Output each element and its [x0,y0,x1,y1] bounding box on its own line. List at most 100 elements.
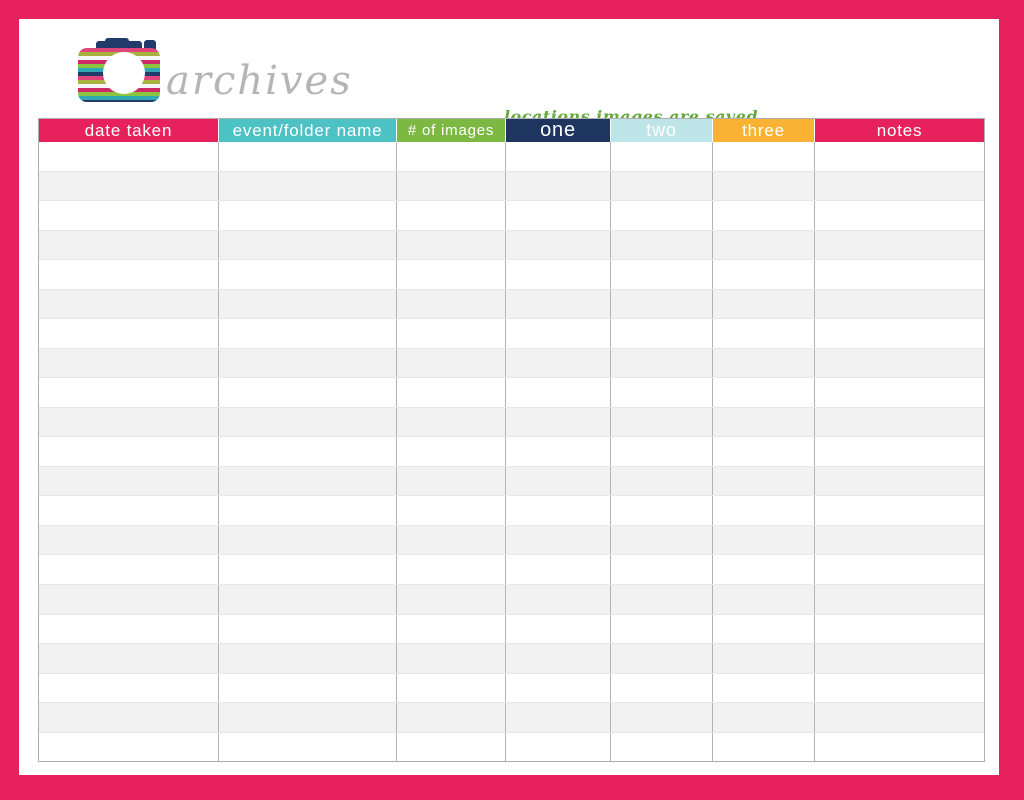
cell-date-taken[interactable] [39,644,219,673]
cell-event-folder-name[interactable] [219,348,397,378]
cell-one[interactable] [506,584,611,614]
cell-num-images[interactable] [397,142,506,171]
cell-event-folder-name[interactable] [219,378,397,407]
cell-two[interactable] [611,732,713,762]
cell-three[interactable] [713,230,815,260]
cell-notes[interactable] [815,585,984,614]
cell-two[interactable] [611,171,713,201]
cell-num-images[interactable] [397,171,506,201]
cell-three[interactable] [713,584,815,614]
cell-three[interactable] [713,703,815,732]
cell-num-images[interactable] [397,260,506,289]
cell-num-images[interactable] [397,348,506,378]
cell-one[interactable] [506,703,611,732]
cell-notes[interactable] [815,408,984,437]
cell-one[interactable] [506,230,611,260]
cell-num-images[interactable] [397,673,506,703]
cell-num-images[interactable] [397,584,506,614]
cell-notes[interactable] [815,142,984,171]
cell-one[interactable] [506,644,611,673]
cell-date-taken[interactable] [39,378,219,407]
cell-notes[interactable] [815,437,984,466]
cell-three[interactable] [713,673,815,703]
cell-event-folder-name[interactable] [219,673,397,703]
cell-num-images[interactable] [397,525,506,555]
cell-one[interactable] [506,201,611,230]
cell-two[interactable] [611,555,713,584]
cell-two[interactable] [611,230,713,260]
cell-one[interactable] [506,319,611,348]
cell-event-folder-name[interactable] [219,555,397,584]
cell-event-folder-name[interactable] [219,230,397,260]
cell-event-folder-name[interactable] [219,584,397,614]
cell-two[interactable] [611,673,713,703]
cell-num-images[interactable] [397,437,506,466]
cell-date-taken[interactable] [39,525,219,555]
cell-date-taken[interactable] [39,437,219,466]
cell-date-taken[interactable] [39,466,219,496]
cell-date-taken[interactable] [39,260,219,289]
cell-one[interactable] [506,289,611,319]
cell-event-folder-name[interactable] [219,703,397,732]
cell-event-folder-name[interactable] [219,201,397,230]
cell-one[interactable] [506,496,611,525]
cell-one[interactable] [506,555,611,584]
cell-num-images[interactable] [397,496,506,525]
cell-notes[interactable] [815,201,984,230]
cell-event-folder-name[interactable] [219,437,397,466]
cell-one[interactable] [506,260,611,289]
cell-num-images[interactable] [397,703,506,732]
cell-three[interactable] [713,614,815,644]
cell-three[interactable] [713,260,815,289]
cell-notes[interactable] [815,526,984,555]
cell-num-images[interactable] [397,466,506,496]
cell-two[interactable] [611,348,713,378]
cell-notes[interactable] [815,378,984,407]
cell-three[interactable] [713,555,815,584]
cell-date-taken[interactable] [39,732,219,762]
cell-num-images[interactable] [397,201,506,230]
cell-date-taken[interactable] [39,201,219,230]
cell-num-images[interactable] [397,555,506,584]
cell-one[interactable] [506,171,611,201]
cell-three[interactable] [713,142,815,171]
cell-num-images[interactable] [397,378,506,407]
cell-two[interactable] [611,260,713,289]
cell-date-taken[interactable] [39,230,219,260]
cell-notes[interactable] [815,496,984,525]
cell-event-folder-name[interactable] [219,171,397,201]
cell-num-images[interactable] [397,230,506,260]
cell-date-taken[interactable] [39,703,219,732]
cell-notes[interactable] [815,615,984,644]
cell-three[interactable] [713,496,815,525]
cell-three[interactable] [713,644,815,673]
cell-event-folder-name[interactable] [219,289,397,319]
cell-notes[interactable] [815,644,984,673]
cell-num-images[interactable] [397,732,506,762]
cell-two[interactable] [611,644,713,673]
cell-two[interactable] [611,584,713,614]
cell-three[interactable] [713,732,815,762]
cell-one[interactable] [506,437,611,466]
cell-num-images[interactable] [397,407,506,437]
cell-three[interactable] [713,407,815,437]
cell-one[interactable] [506,348,611,378]
cell-date-taken[interactable] [39,407,219,437]
cell-two[interactable] [611,289,713,319]
cell-two[interactable] [611,703,713,732]
cell-two[interactable] [611,319,713,348]
cell-three[interactable] [713,437,815,466]
cell-two[interactable] [611,142,713,171]
cell-event-folder-name[interactable] [219,142,397,171]
cell-notes[interactable] [815,290,984,319]
cell-notes[interactable] [815,467,984,496]
cell-date-taken[interactable] [39,555,219,584]
cell-notes[interactable] [815,319,984,348]
cell-num-images[interactable] [397,614,506,644]
cell-two[interactable] [611,614,713,644]
cell-notes[interactable] [815,349,984,378]
cell-one[interactable] [506,525,611,555]
cell-one[interactable] [506,407,611,437]
cell-num-images[interactable] [397,289,506,319]
cell-two[interactable] [611,466,713,496]
